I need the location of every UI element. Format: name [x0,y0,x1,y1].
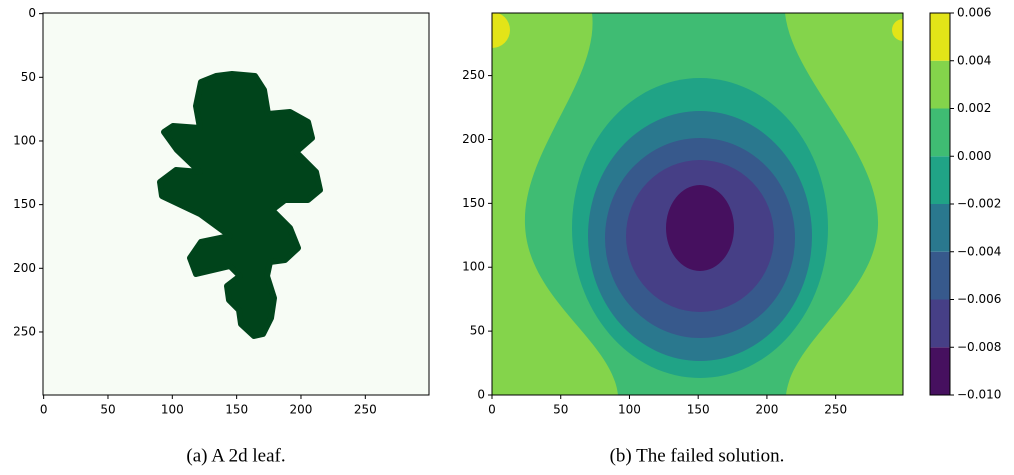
colorbar-tick-label: −0.004 [957,244,1001,258]
x-tick-label: 0 [488,403,496,417]
contour-region [892,19,903,41]
x-tick-label: 250 [354,403,377,417]
x-tick-label: 150 [225,403,248,417]
axes-frame [491,12,904,396]
contour-plot [492,13,903,395]
y-tick-label: 100 [462,260,485,274]
colorbar-tick-label: 0.000 [957,149,991,163]
y-tick-label: 250 [13,324,36,338]
x-tick-label: 200 [290,403,313,417]
colorbar-band [930,13,950,61]
colorbar-tick-label: 0.002 [957,101,991,115]
x-tick-label: 100 [161,403,184,417]
caption: (a) A 2d leaf. [186,445,285,466]
y-tick-label: 50 [470,324,485,338]
x-tick-label: 0 [40,403,48,417]
x-tick-label: 50 [100,403,115,417]
colorbar-tick-label: 0.004 [957,53,991,67]
y-tick-label: 200 [13,261,36,275]
x-tick-label: 50 [553,403,568,417]
colorbar-band [930,251,950,300]
colorbar-tick-label: −0.008 [957,340,1001,354]
y-tick-label: 200 [462,132,485,146]
y-tick-label: 150 [462,196,485,210]
colorbar-band [930,347,950,395]
leaf [157,71,323,339]
contour-region [666,185,734,271]
y-tick-label: 100 [13,133,36,147]
colorbar-band [930,60,950,109]
colorbar-tick-label: −0.006 [957,292,1001,306]
colorbar-band [930,156,950,204]
colorbar-band [930,204,950,252]
colorbar-tick-label: −0.002 [957,197,1001,211]
caption: (b) The failed solution. [610,445,785,466]
x-tick-label: 100 [618,403,641,417]
y-tick-label: 150 [13,197,36,211]
colorbar-band [930,299,950,348]
y-tick-label: 50 [21,70,36,84]
x-tick-label: 200 [755,403,778,417]
y-tick-label: 0 [28,6,36,20]
y-tick-label: 250 [462,68,485,82]
y-tick-label: 0 [477,388,485,402]
axes-frame [42,12,430,396]
contour-region [492,13,510,48]
colorbar-tick-label: −0.010 [957,388,1001,402]
x-tick-label: 150 [687,403,710,417]
colorbar-band [930,108,950,157]
x-tick-label: 250 [824,403,847,417]
colorbar-tick-label: 0.006 [957,6,991,20]
